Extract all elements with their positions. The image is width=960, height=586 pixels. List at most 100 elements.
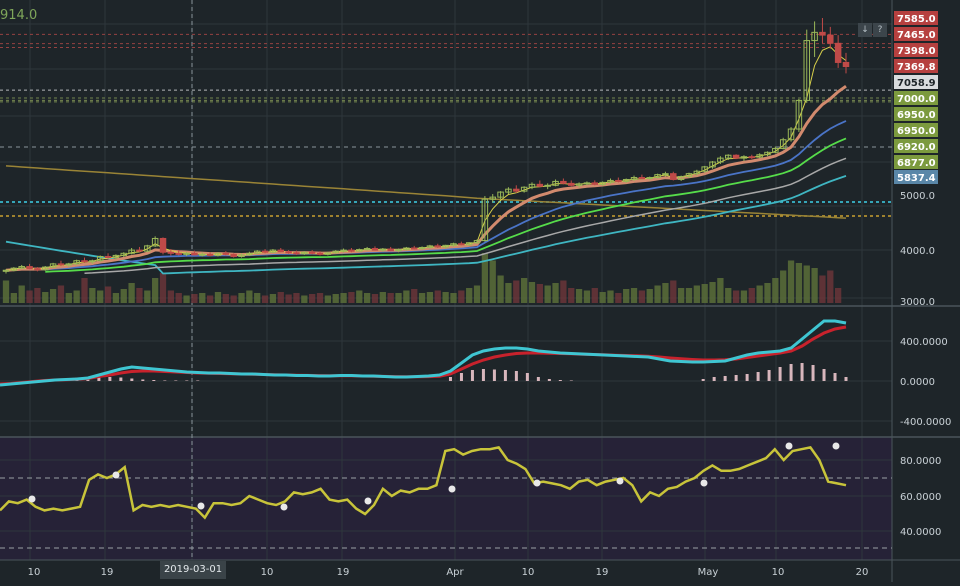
volume-bar — [371, 294, 379, 303]
price-tag-label: 6920.0 — [897, 142, 936, 153]
macd-histogram-bar — [844, 377, 848, 381]
candle-body — [89, 260, 96, 263]
down-arrow-button[interactable]: ↓ — [858, 23, 872, 37]
macd-histogram-bar — [569, 380, 573, 381]
candle-body — [764, 151, 771, 156]
volume-bar — [513, 280, 520, 303]
volume-bar — [73, 290, 80, 303]
macd-histogram-bar — [448, 377, 452, 381]
price-axis-label: 5000.0 — [900, 191, 935, 202]
candle-body — [112, 254, 120, 259]
macd-histogram-bar — [547, 379, 551, 381]
volume-bar — [199, 293, 206, 303]
candle-body — [387, 248, 394, 252]
candle-body — [756, 154, 763, 158]
candle-body — [418, 246, 426, 250]
price-tag-label: 7058.9 — [897, 78, 936, 89]
candle-body — [685, 173, 693, 178]
ema-green-line — [45, 137, 847, 273]
volume-bar — [277, 292, 284, 303]
candle-body — [583, 182, 591, 185]
volume-bar — [411, 289, 418, 303]
rsi-marker — [364, 497, 372, 505]
price-tag-label: 7369.8 — [897, 62, 936, 73]
help-button[interactable]: ? — [873, 23, 887, 37]
volume-bar — [544, 285, 551, 303]
volume-bar — [819, 275, 826, 303]
volume-bar — [112, 293, 120, 303]
macd-histogram-bar — [119, 377, 123, 381]
volume-bar — [348, 292, 355, 303]
volume-bar — [803, 265, 810, 303]
macd-histogram-bar — [833, 373, 837, 381]
candle-body — [505, 188, 512, 193]
candle-body — [96, 255, 104, 262]
macd-histogram-bar — [108, 377, 112, 381]
rsi-marker — [616, 477, 624, 485]
macd-histogram-bar — [481, 369, 485, 381]
macd-axis-label: -400.0000 — [900, 417, 951, 428]
volume-bar — [811, 268, 818, 303]
macd-histogram-bar — [701, 379, 705, 381]
volume-bar — [246, 290, 253, 303]
volume-bar — [81, 278, 88, 303]
volume-bar — [709, 282, 716, 303]
rsi-marker — [280, 503, 288, 511]
macd-histogram-bar — [734, 375, 738, 381]
volume-bar — [26, 290, 33, 303]
rsi-marker — [112, 471, 120, 479]
candle-body — [724, 154, 732, 159]
volume-bar — [309, 294, 316, 303]
volume-bar — [128, 283, 135, 303]
candle-body — [513, 188, 520, 192]
ema-gray-line — [84, 157, 847, 274]
macd-histogram-bar — [767, 370, 771, 381]
candle-body — [615, 179, 622, 182]
price-tag — [894, 75, 938, 89]
volume-bar — [458, 290, 465, 303]
candle-body — [748, 156, 756, 159]
volume-bar — [10, 293, 17, 303]
volume-bar — [678, 288, 685, 303]
price-tag-label: 6877.0 — [897, 158, 936, 169]
volume-bar — [646, 289, 653, 303]
volume-bar — [18, 285, 25, 303]
price-tag — [894, 155, 938, 169]
candle-body — [136, 249, 143, 252]
candle-body — [410, 247, 418, 250]
candle-body — [654, 174, 661, 179]
volume-bar — [466, 288, 473, 303]
candle-body — [230, 253, 237, 257]
volume-bar — [575, 289, 583, 303]
volume-bar — [356, 290, 363, 303]
volume-bar — [301, 295, 308, 303]
rsi-axis-label: 60.0000 — [900, 492, 941, 503]
macd-histogram-bar — [778, 367, 782, 381]
candle-body — [340, 249, 347, 252]
macd-histogram-bar — [196, 380, 200, 381]
candle-body — [191, 252, 198, 256]
candle-body — [842, 61, 850, 68]
macd-histogram-bar — [800, 363, 804, 381]
volume-bar — [442, 292, 449, 303]
volume-bar — [363, 293, 371, 303]
candle-body — [18, 266, 25, 269]
volume-bar — [332, 294, 339, 303]
candle-body — [199, 253, 206, 256]
candle-body — [324, 252, 332, 255]
price-tag — [894, 139, 938, 153]
candle-body — [308, 251, 316, 254]
candle-body — [677, 176, 685, 180]
candle-body — [458, 243, 465, 246]
macd-histogram-bar — [174, 380, 178, 381]
volume-bar — [57, 285, 65, 303]
macd-histogram-bar — [492, 369, 496, 381]
volume-bar — [599, 292, 606, 303]
candle-body — [567, 182, 575, 186]
macd-histogram-bar — [97, 376, 101, 381]
volume-bar — [144, 290, 151, 303]
candle-body — [638, 177, 646, 180]
sma-olive-line — [5, 165, 847, 219]
